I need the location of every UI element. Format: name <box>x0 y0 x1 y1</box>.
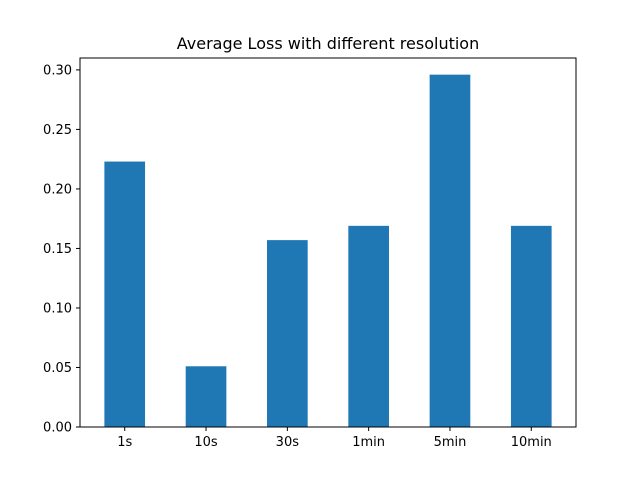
bar-30s <box>267 240 308 427</box>
bar-5min <box>429 74 471 427</box>
bar-10s <box>185 366 227 427</box>
x-tick-label-1s: 1s <box>117 435 132 450</box>
y-tick-label-0.00: 0.00 <box>43 421 72 436</box>
plot-area: 1s 10s 30s 1min 5min 10min 0.00 0.05 0.10 0.15 0.2… <box>43 57 577 450</box>
y-tick-label-0.30: 0.30 <box>43 63 72 78</box>
axes-frame <box>79 57 577 428</box>
x-tick-label-1min: 1min <box>352 435 385 450</box>
y-tick-label-0.15: 0.15 <box>43 242 72 257</box>
x-tick-label-5min: 5min <box>434 435 467 450</box>
chart-title: Average Loss with different resolution <box>177 34 479 53</box>
bar-1s <box>104 161 146 427</box>
y-tick-label-0.25: 0.25 <box>43 123 72 138</box>
y-tick-label-0.20: 0.20 <box>43 182 72 197</box>
bar-1min <box>348 225 389 427</box>
x-tick-label-10min: 10min <box>511 435 552 450</box>
bar-10min <box>510 225 552 427</box>
y-tick-label-0.10: 0.10 <box>43 301 72 316</box>
x-tick-label-10s: 10s <box>194 435 218 450</box>
y-tick-label-0.05: 0.05 <box>43 361 72 376</box>
x-tick-label-30s: 30s <box>276 435 300 450</box>
